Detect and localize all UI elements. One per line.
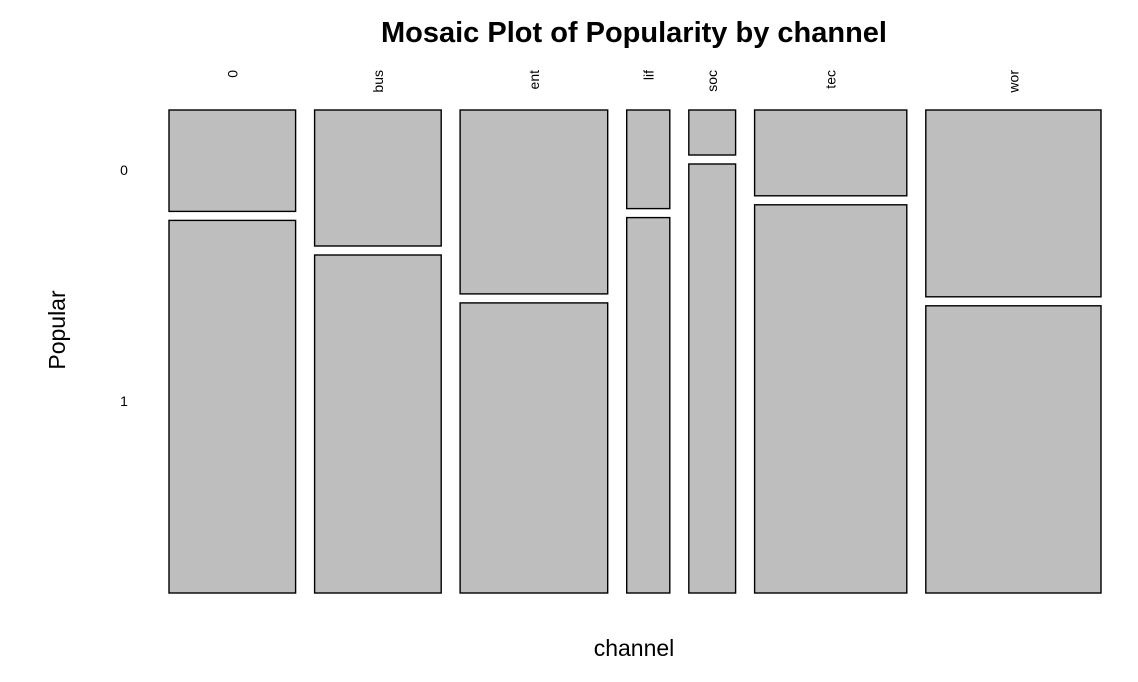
x-axis-title: channel [594, 635, 675, 661]
y-axis-title: Popular [44, 290, 70, 370]
y-tick-label: 1 [120, 393, 128, 409]
tile-lif-popular-1 [626, 216, 671, 594]
y-tick-labels: 01 [120, 162, 128, 409]
tile-wor-popular-0 [925, 109, 1102, 298]
tile-tec-popular-1 [753, 204, 908, 594]
y-tick-label: 0 [120, 162, 128, 178]
tile-bus-popular-0 [313, 109, 442, 247]
mosaic-tiles [168, 109, 1102, 594]
x-tick-label: ent [526, 70, 542, 90]
tile-soc-popular-0 [688, 109, 737, 156]
x-tick-label: bus [370, 70, 386, 93]
chart-title: Mosaic Plot of Popularity by channel [381, 17, 887, 49]
tile-0-popular-1 [168, 219, 297, 594]
x-tick-label: 0 [224, 70, 240, 78]
x-tick-labels: 0 bus ent lif soc tec wor [224, 70, 1021, 94]
x-tick-label: lif [640, 70, 656, 80]
tile-tec-popular-0 [753, 109, 908, 197]
tile-ent-popular-1 [459, 302, 609, 594]
x-tick-label: tec [823, 70, 839, 89]
x-tick-label: wor [1005, 70, 1021, 94]
tile-0-popular-0 [168, 109, 297, 213]
tile-lif-popular-0 [626, 109, 671, 210]
tile-soc-popular-1 [688, 163, 737, 594]
tile-bus-popular-1 [313, 254, 442, 594]
tile-wor-popular-1 [925, 305, 1102, 594]
tile-ent-popular-0 [459, 109, 609, 295]
x-tick-label: soc [704, 70, 720, 92]
